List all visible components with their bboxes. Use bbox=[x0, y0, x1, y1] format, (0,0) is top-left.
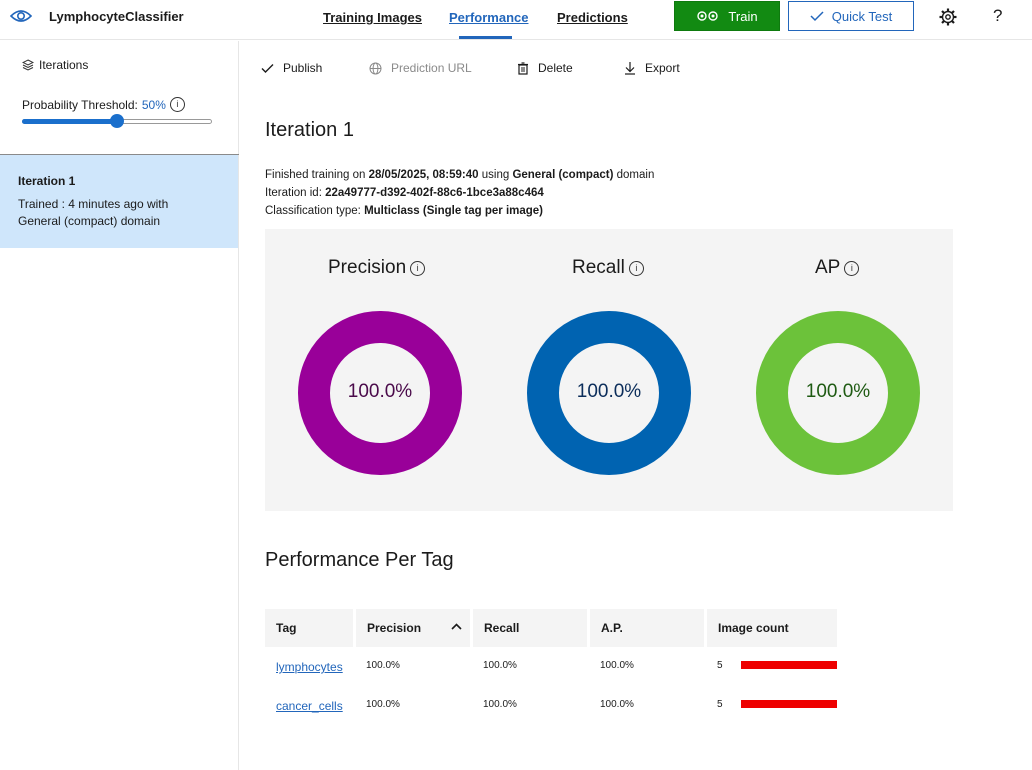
settings-gear-icon[interactable] bbox=[939, 8, 957, 26]
tag-header-label: Tag bbox=[276, 621, 297, 635]
row-2-image-count-bar bbox=[741, 700, 837, 708]
checkmark-icon bbox=[810, 11, 824, 22]
top-bar: LymphocyteClassifier Training Images Per… bbox=[0, 0, 1032, 40]
precision-value: 100.0% bbox=[347, 381, 413, 402]
delete-label: Delete bbox=[538, 61, 573, 75]
recall-info-icon[interactable]: i bbox=[628, 260, 644, 276]
classification-value: Multiclass (Single tag per image) bbox=[364, 205, 544, 217]
finished-mid: using bbox=[478, 169, 513, 181]
precision-donut-ring bbox=[298, 311, 462, 475]
sidebar-divider bbox=[0, 154, 239, 155]
finished-date: 28/05/2025, 08:59:40 bbox=[368, 169, 479, 181]
ap-donut-chart bbox=[756, 311, 920, 475]
iteration-description: Trained : 4 minutes ago with General (co… bbox=[18, 197, 169, 228]
tab-performance[interactable]: Performance bbox=[449, 10, 529, 25]
iteration-id-info: Iteration id: 22a49777-d392-402f-88c6-1b… bbox=[265, 187, 544, 199]
precision-title: Precision i bbox=[328, 257, 426, 279]
threshold-slider-thumb[interactable] bbox=[110, 114, 124, 128]
recall-header-label: Recall bbox=[484, 621, 520, 635]
iteration-name: Iteration 1 bbox=[18, 174, 76, 188]
row-1-precision: 100.0% bbox=[366, 660, 400, 671]
image-count-header-label: Image count bbox=[718, 621, 789, 635]
tab-training-images[interactable]: Training Images bbox=[323, 10, 422, 25]
quick-test-button[interactable]: Quick Test bbox=[788, 1, 914, 31]
row-2-precision: 100.0% bbox=[366, 699, 400, 710]
recall-label: Recall bbox=[572, 257, 625, 278]
column-header-image-count[interactable]: Image count bbox=[707, 609, 837, 647]
finished-training-info: Finished training on 28/05/2025, 08:59:4… bbox=[265, 169, 654, 181]
row-1-image-count-bar bbox=[741, 661, 837, 669]
iteration-id-value: 22a49777-d392-402f-88c6-1bce3a88c464 bbox=[325, 187, 544, 199]
recall-title: Recall i bbox=[572, 257, 644, 279]
ap-info-icon[interactable]: i bbox=[844, 260, 860, 276]
iteration-item[interactable]: Iteration 1 Trained : 4 minutes ago with… bbox=[0, 155, 238, 248]
iterations-label: Iterations bbox=[39, 58, 89, 72]
export-button[interactable]: Export bbox=[624, 61, 680, 75]
classification-label: Classification type: bbox=[265, 205, 365, 217]
gears-icon bbox=[697, 11, 719, 21]
delete-button[interactable]: Delete bbox=[517, 61, 573, 75]
prediction-url-button[interactable]: Prediction URL bbox=[369, 61, 472, 75]
tag-link-cancer-cells[interactable]: cancer_cells bbox=[276, 699, 343, 713]
row-1-recall: 100.0% bbox=[483, 660, 517, 671]
quick-test-label: Quick Test bbox=[831, 8, 893, 24]
publish-label: Publish bbox=[283, 61, 323, 75]
iterations-header: Iterations bbox=[22, 58, 88, 72]
active-tab-indicator bbox=[459, 36, 512, 39]
recall-donut-chart bbox=[527, 311, 691, 475]
publish-button[interactable]: Publish bbox=[261, 61, 322, 75]
trash-icon bbox=[518, 61, 528, 75]
metrics-panel: Precision i 100.0% Recall i 100.0% AP i … bbox=[265, 229, 953, 511]
row-2-ap: 100.0% bbox=[600, 699, 634, 710]
sort-ascending-icon bbox=[451, 623, 462, 630]
performance-per-tag-title: Performance Per Tag bbox=[265, 549, 454, 571]
precision-label: Precision bbox=[328, 257, 407, 278]
finished-domain: General (compact) bbox=[512, 169, 614, 181]
globe-icon bbox=[369, 62, 382, 74]
iteration-title: Iteration 1 bbox=[265, 119, 354, 141]
row-2-recall: 100.0% bbox=[483, 699, 517, 710]
precision-donut-chart bbox=[298, 311, 462, 475]
checkmark-icon bbox=[261, 63, 274, 73]
column-header-tag[interactable]: Tag bbox=[265, 609, 353, 647]
ap-label: AP bbox=[815, 257, 841, 278]
finished-suffix: domain bbox=[613, 169, 655, 181]
help-icon[interactable]: ? bbox=[993, 6, 1003, 25]
precision-info-icon[interactable]: i bbox=[410, 260, 426, 276]
column-header-ap[interactable]: A.P. bbox=[590, 609, 704, 647]
probability-threshold: Probability Threshold: 50% i bbox=[22, 97, 185, 112]
threshold-label: Probability Threshold: bbox=[22, 97, 138, 112]
row-1-image-count: 5 bbox=[717, 660, 723, 671]
iteration-id-label: Iteration id: bbox=[265, 187, 326, 199]
ap-title: AP i bbox=[815, 257, 860, 279]
precision-header-label: Precision bbox=[367, 621, 422, 635]
layers-icon bbox=[22, 59, 34, 71]
ap-value: 100.0% bbox=[805, 381, 871, 402]
train-label: Train bbox=[728, 8, 758, 24]
tag-link-lymphocytes[interactable]: lymphocytes bbox=[276, 660, 343, 674]
recall-donut-ring bbox=[527, 311, 691, 475]
row-2-image-count: 5 bbox=[717, 699, 723, 710]
eye-logo-icon[interactable] bbox=[10, 7, 32, 25]
prediction-url-label: Prediction URL bbox=[391, 61, 472, 75]
ap-header-label: A.P. bbox=[601, 621, 623, 635]
tab-predictions[interactable]: Predictions bbox=[557, 10, 628, 25]
sidebar: Iterations Probability Threshold: 50% i … bbox=[0, 41, 239, 770]
classification-type-info: Classification type: Multiclass (Single … bbox=[265, 205, 543, 217]
threshold-value: 50% bbox=[141, 97, 166, 112]
column-header-precision[interactable]: Precision bbox=[356, 609, 470, 647]
threshold-slider-fill bbox=[22, 119, 119, 124]
download-arrow-icon bbox=[625, 62, 635, 75]
app-title: LymphocyteClassifier bbox=[49, 9, 184, 24]
export-label: Export bbox=[645, 61, 680, 75]
ap-donut-ring bbox=[756, 311, 920, 475]
column-header-recall[interactable]: Recall bbox=[473, 609, 587, 647]
finished-prefix: Finished training on bbox=[265, 169, 369, 181]
train-button[interactable]: Train bbox=[674, 1, 780, 31]
threshold-info-icon[interactable]: i bbox=[169, 97, 185, 112]
row-1-ap: 100.0% bbox=[600, 660, 634, 671]
recall-value: 100.0% bbox=[576, 381, 642, 402]
